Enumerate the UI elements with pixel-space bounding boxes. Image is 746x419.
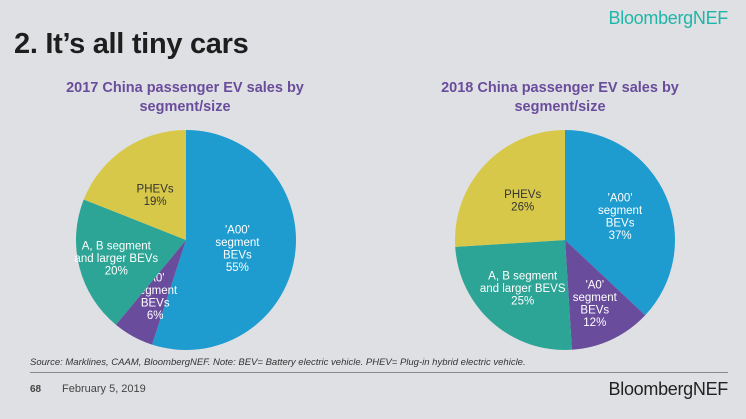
chart-title-2017: 2017 China passenger EV sales by segment… [40,79,330,117]
footer-date: February 5, 2019 [62,383,146,395]
pie-label-line-2018-a00-segment-bevs: BEVs [606,217,635,229]
pie-label-line-2018-a0-segment-bevs: segment [573,292,618,304]
pie-label-line-2017-a00-segment-bevs: BEVs [223,249,252,261]
pie-slice-2018-a0-segment-bevs [565,240,646,350]
pie-label-line-2017-a00-segment-bevs: segment [215,237,260,249]
page-title: 2. It’s all tiny cars [14,28,249,60]
pie-slice-2018-a-b-segment-and-larger-bevs [455,240,572,350]
pie-value-2018-a0-segment-bevs: 12% [583,317,606,329]
pie-label-line-2018-a-b-segment-and-larger-bevs: and larger BEVS [480,283,566,295]
brand-logo-bottom: BloombergNEF [608,379,729,399]
chart-title-2017-line-1: 2017 China passenger EV sales by [66,80,304,96]
pie-value-2018-a-b-segment-and-larger-bevs: 25% [511,296,534,308]
pie-slice-2017-phevs [83,130,186,240]
pie-chart-2017: 'A00' segment BEVs 55%'A0' segment BEVs 6%A, B… [74,130,296,350]
pie-label-line-2017-a0-segment-bevs: BEVs [141,297,170,309]
pie-label-line-2017-a-b-segment-and-larger-bevs: and larger BEVs [74,253,158,265]
pie-label-line-2018-a00-segment-bevs: 'A00' [608,192,633,204]
pie-label-2018-a-b-segment-and-larger-bevs: A, B segment and larger BEVS 25% [480,271,566,308]
pie-value-2017-a-b-segment-and-larger-bevs: 20% [105,265,128,277]
pie-label-2017-phevs: PHEVs 19% [137,183,174,208]
pie-label-2017-a-b-segment-and-larger-bevs: A, B segment and larger BEVs 20% [74,240,158,277]
chart-title-2018-line-2: segment/size [514,99,606,115]
pie-label-line-2017-a-b-segment-and-larger-bevs: A, B segment [82,240,152,252]
pie-label-line-2018-a00-segment-bevs: segment [598,205,643,217]
chart-title-2017-line-2: segment/size [139,99,231,115]
pie-slice-2017-a-b-segment-and-larger-bevs [75,199,186,325]
pie-value-2017-phevs: 19% [144,196,167,208]
pie-slice-2017-a00-segment-bevs [152,130,296,350]
source-note: Source: Marklines, CAAM, BloombergNEF. N… [30,357,526,368]
pie-slice-2018-phevs [455,130,565,247]
pie-label-line-2017-phevs: PHEVs [137,183,174,195]
pie-label-2018-a00-segment-bevs: 'A00' segment BEVs 37% [598,192,643,242]
chart-title-2018-line-1: 2018 China passenger EV sales by [441,80,679,96]
pie-value-2018-phevs: 26% [511,202,534,214]
pie-label-2017-a00-segment-bevs: 'A00' segment BEVs 55% [215,224,260,274]
chart-title-2018: 2018 China passenger EV sales by segment… [410,79,710,117]
pie-value-2017-a00-segment-bevs: 55% [226,262,249,274]
brand-logo-top: BloombergNEF [608,8,729,28]
pie-label-line-2018-a0-segment-bevs: BEVs [580,305,609,317]
footer-divider [30,372,728,373]
pie-slice-2018-a00-segment-bevs [565,130,676,316]
pie-label-2018-phevs: PHEVs 26% [504,189,541,214]
pie-label-2018-a0-segment-bevs: 'A0' segment BEVs 12% [573,280,618,330]
pie-slice-2017-a0-segment-bevs [115,240,186,345]
pie-label-line-2018-phevs: PHEVs [504,189,541,201]
pie-value-2018-a00-segment-bevs: 37% [609,230,632,242]
pie-value-2017-a0-segment-bevs: 6% [147,310,164,322]
pie-label-line-2017-a00-segment-bevs: 'A00' [225,224,250,236]
page-number: 68 [30,384,42,395]
pie-chart-2018: 'A00' segment BEVs 37%'A0' segment BEVs 12%A, … [455,130,676,350]
pie-label-line-2018-a-b-segment-and-larger-bevs: A, B segment [488,271,558,283]
pie-label-line-2018-a0-segment-bevs: 'A0' [586,280,604,292]
